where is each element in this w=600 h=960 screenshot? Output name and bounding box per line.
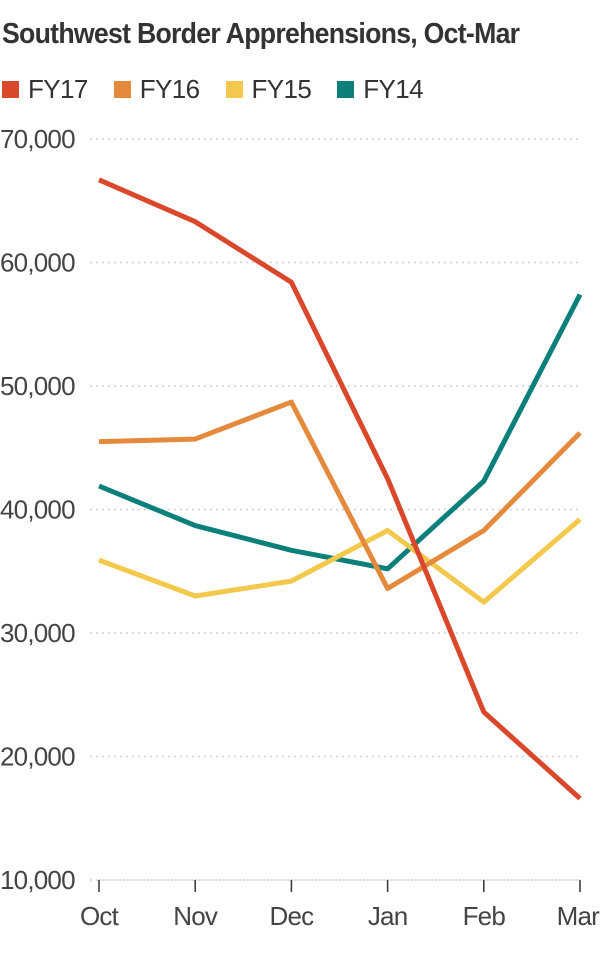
y-tick-label: 30,000 xyxy=(0,618,75,648)
x-tick-label: Feb xyxy=(463,901,506,931)
x-tick-label: Oct xyxy=(80,901,120,931)
legend-item-fy16: FY16 xyxy=(113,74,200,105)
chart-title: Southwest Border Apprehensions, Oct-Mar xyxy=(2,18,520,50)
x-tick-label: Mar xyxy=(557,901,600,931)
x-tick-label: Dec xyxy=(269,901,314,931)
y-tick-label: 70,000 xyxy=(0,124,75,154)
legend-item-fy17: FY17 xyxy=(2,74,88,105)
series-line-fy17 xyxy=(98,177,582,801)
legend-label-fy15: FY15 xyxy=(251,74,312,104)
legend-item-fy14: FY14 xyxy=(337,74,424,105)
legend-label-fy14: FY14 xyxy=(363,74,423,104)
series-line-fy14 xyxy=(98,293,583,572)
legend-swatch-fy14 xyxy=(337,81,355,98)
legend: FY17 FY16 FY15 FY14 xyxy=(2,74,449,105)
y-tick-label: 50,000 xyxy=(0,371,75,401)
x-tick-label: Jan xyxy=(368,901,408,931)
legend-label-fy17: FY17 xyxy=(28,74,88,104)
legend-item-fy15: FY15 xyxy=(225,74,312,105)
y-axis-ticks: 10,000 20,000 30,000 40,000 50,000 60,000 70,0… xyxy=(0,124,76,895)
legend-swatch-fy15 xyxy=(225,81,243,98)
y-tick-label: 60,000 xyxy=(0,248,75,278)
legend-label-fy16: FY16 xyxy=(139,74,200,104)
legend-swatch-fy17 xyxy=(2,81,19,98)
series-line-fy16 xyxy=(98,399,582,591)
gridlines xyxy=(90,138,580,881)
series-line-fy15 xyxy=(98,517,582,605)
y-tick-label: 40,000 xyxy=(0,495,75,525)
y-tick-label: 20,000 xyxy=(0,742,75,772)
series-lines xyxy=(98,177,583,801)
y-tick-label: 10,000 xyxy=(0,865,75,895)
x-axis: Oct Nov Dec Jan Feb Mar xyxy=(80,879,600,931)
legend-swatch-fy16 xyxy=(113,81,131,98)
x-tick-label: Nov xyxy=(173,901,218,931)
